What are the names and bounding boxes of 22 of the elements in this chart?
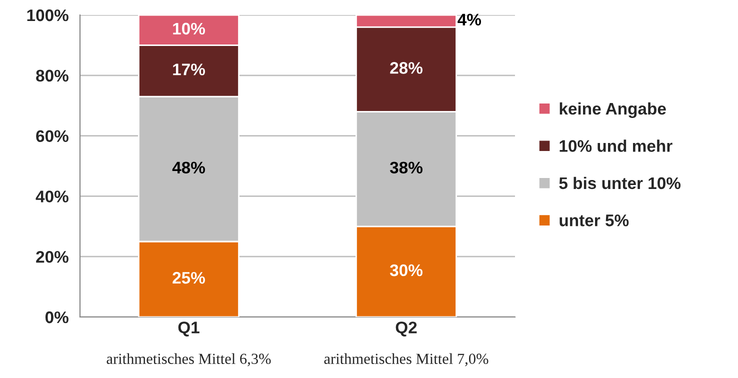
y-tick-label: 0% xyxy=(45,311,68,324)
legend-label: 10% und mehr xyxy=(560,140,672,152)
y-tick-label: 80% xyxy=(36,70,68,82)
y-tick-label: 20% xyxy=(36,251,68,263)
y-tick-label: 40% xyxy=(36,190,68,202)
y-tick-label: 100% xyxy=(27,9,68,22)
legend-label: keine Angabe xyxy=(560,102,666,118)
text: arithmetisches Mittel 7,0% xyxy=(324,353,488,366)
data-label: 28% xyxy=(390,62,422,74)
data-label: 10% xyxy=(173,22,205,35)
x-tick-label: Q1 xyxy=(178,322,200,337)
data-label: 17% xyxy=(173,64,205,76)
text: arithmetisches Mittel 6,3% xyxy=(106,353,271,366)
legend-label: unter 5% xyxy=(560,214,629,226)
x-tick-label: Q2 xyxy=(396,322,417,337)
y-tick-label: 60% xyxy=(36,130,68,142)
data-label: 48% xyxy=(172,162,205,174)
data-label: 25% xyxy=(172,272,205,284)
data-label: 38% xyxy=(390,162,422,174)
legend-label: 5 bis unter 10% xyxy=(559,176,681,190)
data-label: 4% xyxy=(458,14,482,26)
data-label: 30% xyxy=(390,264,422,276)
